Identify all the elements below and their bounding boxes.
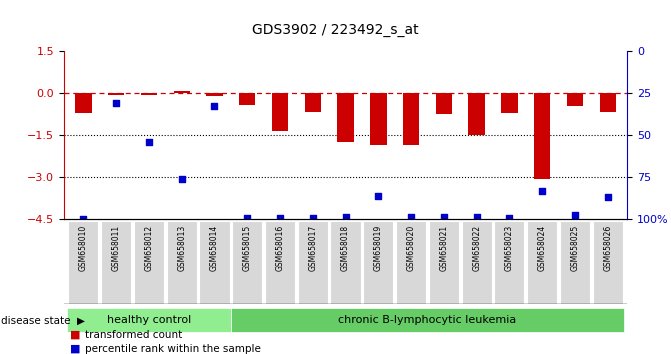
- Point: [406, 214, 417, 219]
- Point: [209, 103, 220, 109]
- Text: GSM658023: GSM658023: [505, 224, 514, 271]
- Point: [274, 215, 285, 221]
- FancyBboxPatch shape: [101, 221, 132, 304]
- Text: GSM658022: GSM658022: [472, 224, 481, 271]
- FancyBboxPatch shape: [495, 221, 525, 304]
- Text: GSM658020: GSM658020: [407, 224, 415, 271]
- Text: chronic B-lymphocytic leukemia: chronic B-lymphocytic leukemia: [338, 315, 517, 325]
- Text: GDS3902 / 223492_s_at: GDS3902 / 223492_s_at: [252, 23, 419, 37]
- Text: GSM658024: GSM658024: [537, 224, 547, 271]
- Text: GSM658015: GSM658015: [243, 224, 252, 271]
- Point: [373, 193, 384, 199]
- Text: GSM658021: GSM658021: [440, 224, 448, 271]
- Bar: [468, 93, 485, 135]
- Bar: [534, 93, 550, 179]
- FancyBboxPatch shape: [232, 221, 262, 304]
- FancyBboxPatch shape: [527, 221, 557, 304]
- Bar: [174, 91, 190, 93]
- Point: [471, 214, 482, 219]
- Bar: [501, 93, 517, 113]
- Bar: [239, 93, 256, 104]
- Bar: [338, 93, 354, 142]
- FancyBboxPatch shape: [166, 221, 197, 304]
- Text: GSM658014: GSM658014: [210, 224, 219, 271]
- Text: healthy control: healthy control: [107, 315, 191, 325]
- Text: GSM658026: GSM658026: [603, 224, 612, 271]
- Text: GSM658011: GSM658011: [111, 224, 121, 271]
- FancyBboxPatch shape: [592, 221, 623, 304]
- Text: GSM658016: GSM658016: [276, 224, 285, 271]
- Text: ■: ■: [70, 330, 81, 339]
- Text: GSM658018: GSM658018: [341, 224, 350, 271]
- FancyBboxPatch shape: [68, 221, 99, 304]
- Text: percentile rank within the sample: percentile rank within the sample: [85, 344, 261, 354]
- FancyBboxPatch shape: [331, 221, 360, 304]
- Point: [307, 215, 318, 221]
- FancyBboxPatch shape: [560, 221, 590, 304]
- Bar: [567, 93, 583, 106]
- FancyBboxPatch shape: [134, 221, 164, 304]
- Text: GSM658019: GSM658019: [374, 224, 383, 271]
- Point: [340, 214, 351, 219]
- FancyBboxPatch shape: [199, 221, 229, 304]
- FancyBboxPatch shape: [462, 221, 492, 304]
- FancyBboxPatch shape: [231, 308, 624, 332]
- FancyBboxPatch shape: [298, 221, 328, 304]
- Bar: [141, 93, 157, 95]
- Point: [176, 176, 187, 182]
- Bar: [599, 93, 616, 112]
- Text: ■: ■: [70, 344, 81, 354]
- FancyBboxPatch shape: [429, 221, 459, 304]
- Point: [144, 139, 154, 145]
- Text: GSM658013: GSM658013: [177, 224, 187, 271]
- Point: [537, 189, 548, 194]
- Text: GSM658017: GSM658017: [308, 224, 317, 271]
- Point: [111, 100, 121, 106]
- Bar: [305, 93, 321, 112]
- Point: [439, 214, 450, 219]
- Bar: [75, 93, 92, 113]
- FancyBboxPatch shape: [363, 221, 393, 304]
- FancyBboxPatch shape: [67, 308, 231, 332]
- Bar: [370, 93, 386, 145]
- Bar: [403, 93, 419, 145]
- Text: disease state  ▶: disease state ▶: [1, 315, 85, 325]
- Point: [78, 217, 89, 222]
- Bar: [206, 93, 223, 96]
- Point: [603, 194, 613, 200]
- Text: transformed count: transformed count: [85, 330, 183, 339]
- Text: GSM658025: GSM658025: [570, 224, 580, 271]
- Point: [570, 212, 580, 218]
- FancyBboxPatch shape: [396, 221, 426, 304]
- FancyBboxPatch shape: [265, 221, 295, 304]
- Point: [242, 215, 252, 221]
- Bar: [108, 93, 124, 95]
- Text: GSM658010: GSM658010: [79, 224, 88, 271]
- Point: [504, 215, 515, 221]
- Text: GSM658012: GSM658012: [144, 224, 154, 271]
- Bar: [272, 93, 289, 131]
- Bar: [435, 93, 452, 114]
